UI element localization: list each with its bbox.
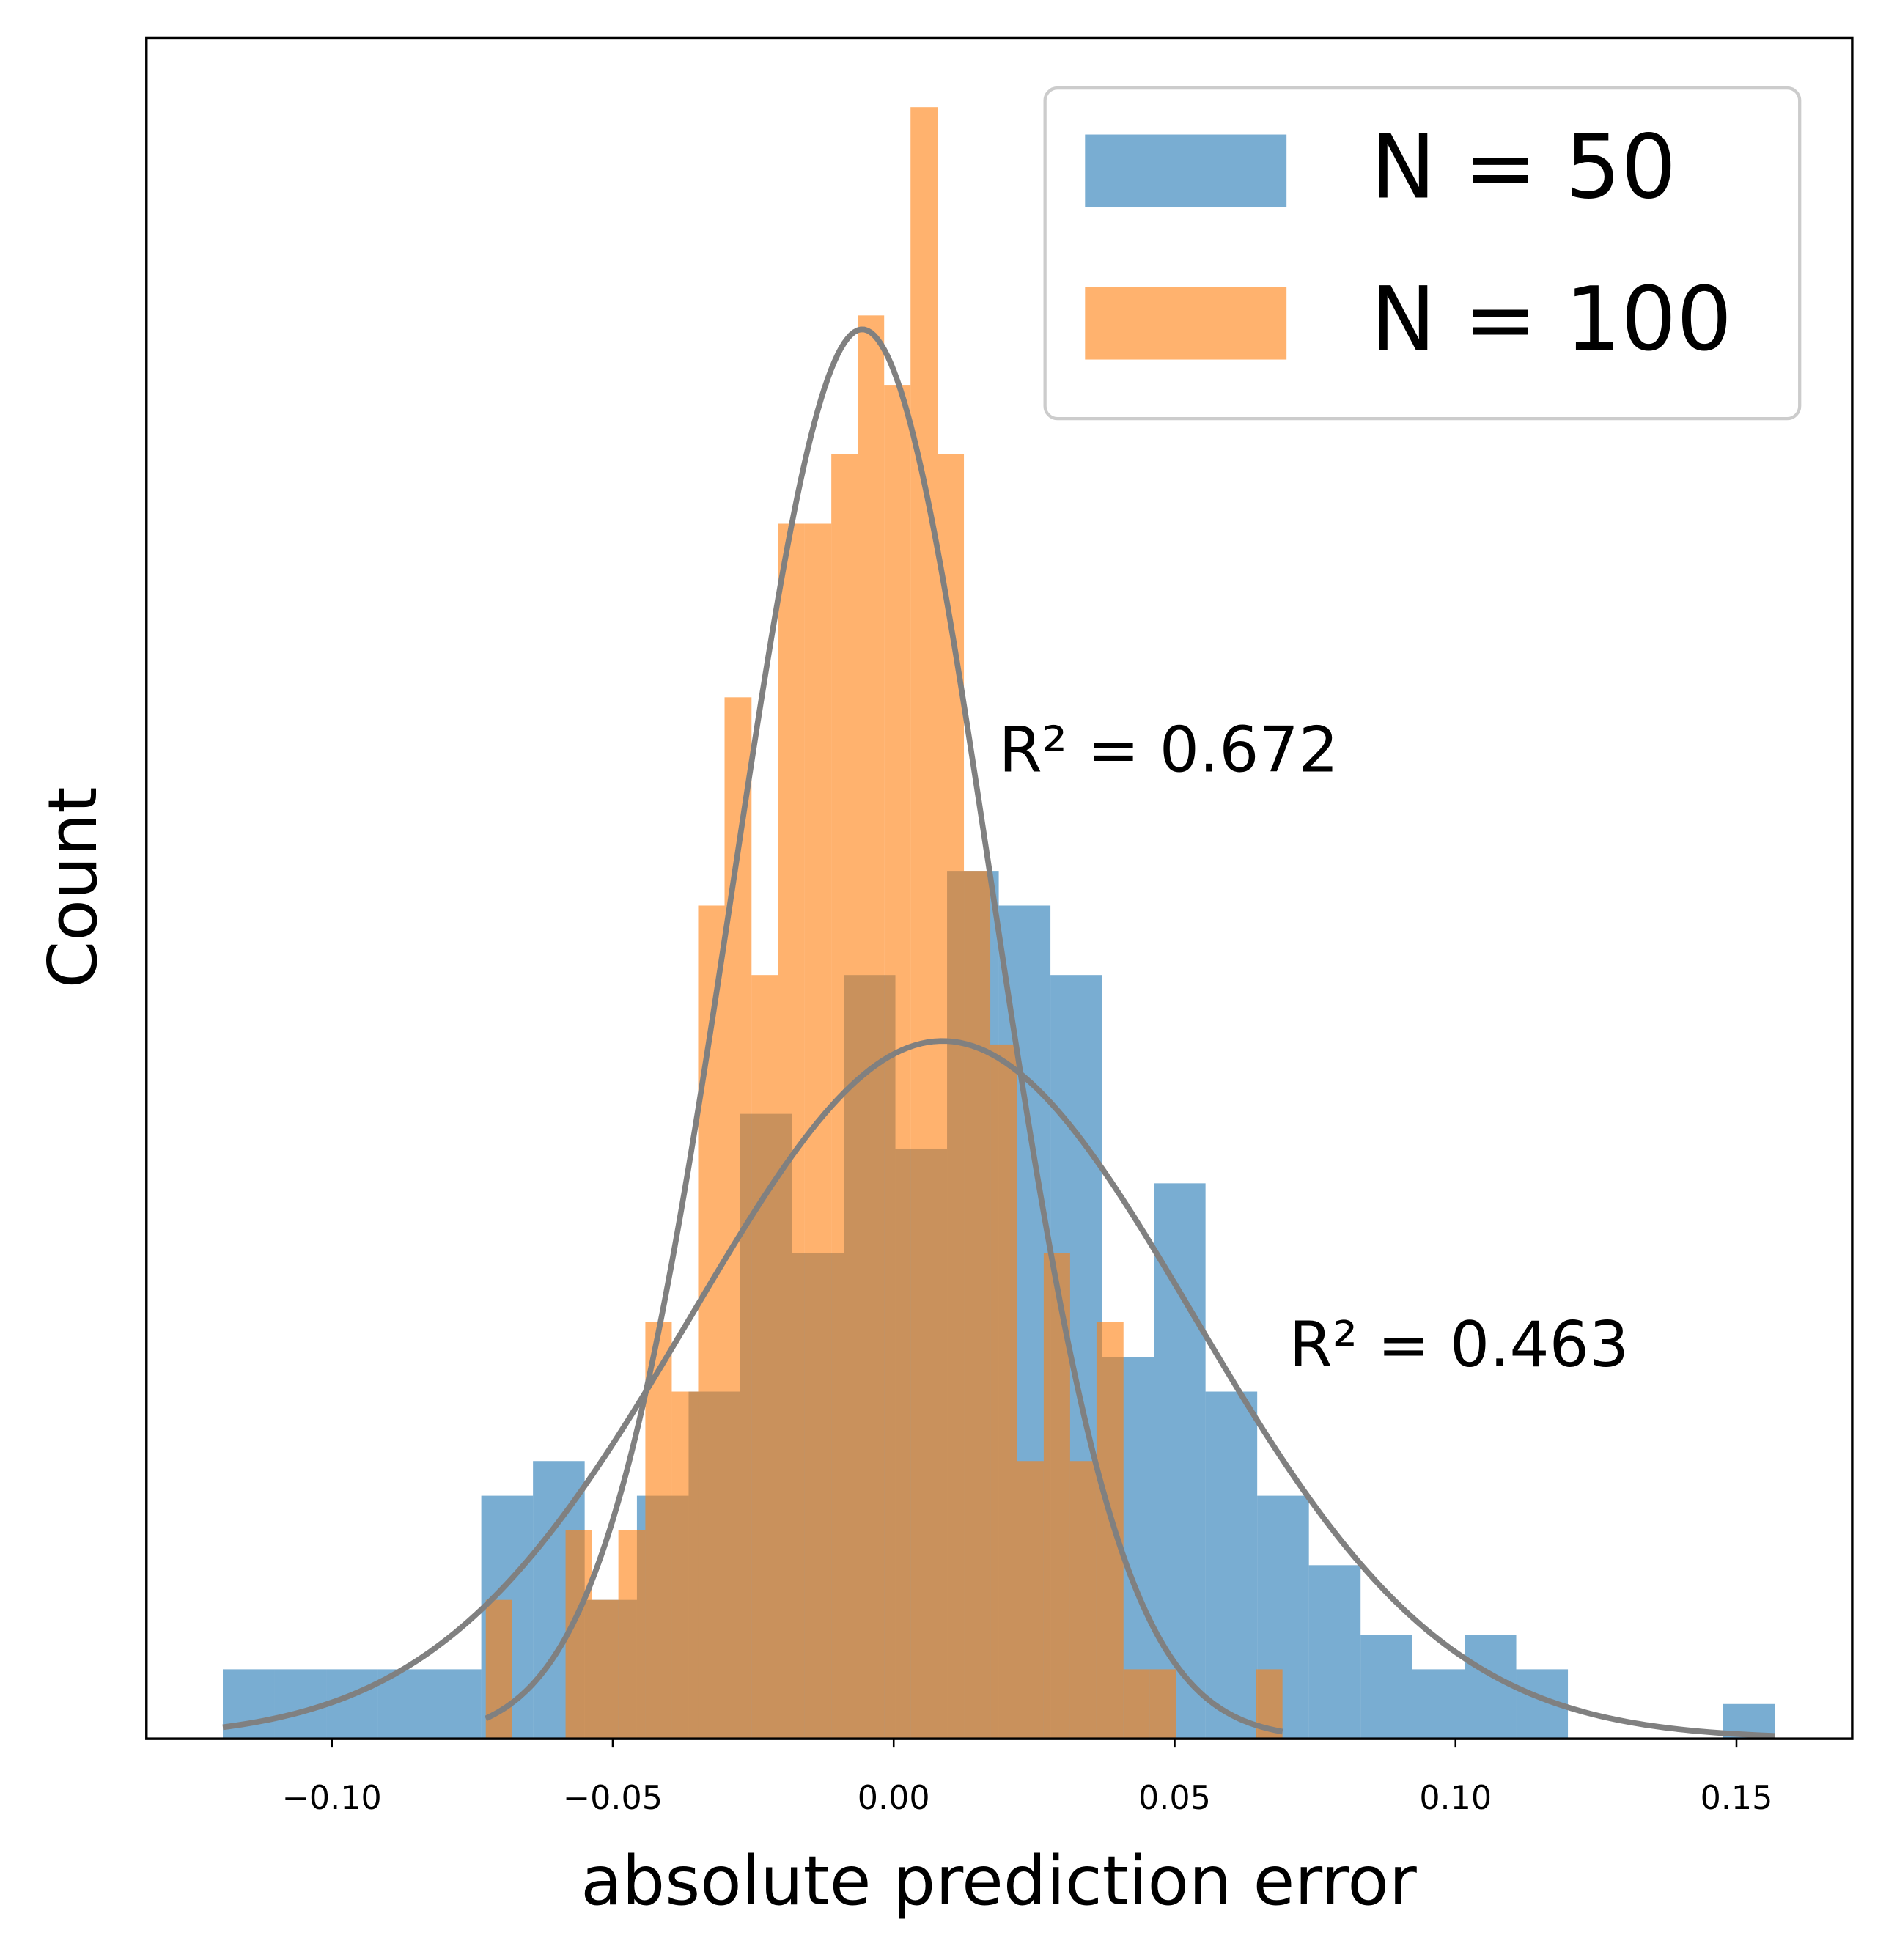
histogram-bar (1069, 1461, 1097, 1739)
histogram-bar (1123, 1669, 1150, 1739)
histogram-bar (618, 1530, 646, 1739)
legend-swatch (1085, 134, 1287, 208)
histogram-bar (1360, 1635, 1412, 1739)
legend-label: N = 50 (1371, 117, 1677, 218)
annotation: R² = 0.672 (998, 714, 1338, 786)
histogram-bar (1205, 1391, 1258, 1739)
histogram-bar (645, 1322, 672, 1739)
histogram-bar (1308, 1565, 1361, 1739)
x-axis-label: absolute prediction error (581, 1841, 1417, 1920)
x-tick-label: 0.10 (1419, 1780, 1492, 1817)
x-tick-label: 0.15 (1701, 1780, 1773, 1817)
y-axis-label: Count (33, 786, 112, 988)
fit-curve (222, 1038, 1775, 1739)
histogram-bar (990, 1044, 1017, 1739)
legend-label: N = 100 (1371, 269, 1733, 371)
histogram-bar (1149, 1669, 1176, 1739)
histogram-bar (751, 975, 778, 1739)
histogram-bar (884, 385, 911, 1739)
plot-frame (145, 36, 1854, 1740)
histogram-bar (964, 871, 991, 1739)
histogram-bar (671, 1391, 699, 1739)
histogram-bar (938, 454, 965, 1739)
x-tick-label: 0.05 (1138, 1780, 1211, 1817)
legend-swatch (1085, 287, 1287, 360)
histogram-bar (778, 523, 805, 1739)
fits (222, 326, 1775, 1739)
histogram-bar (724, 697, 752, 1739)
histogram-bar (430, 1669, 482, 1739)
histogram-bar (910, 107, 938, 1739)
annotation: R² = 0.463 (1289, 1309, 1629, 1382)
histogram-bar (1017, 1461, 1044, 1739)
fit-curve (485, 326, 1283, 1735)
histogram-bar (592, 1599, 619, 1739)
histogram-bar (1096, 1322, 1124, 1739)
histogram-bar (1412, 1669, 1465, 1739)
bars (223, 107, 1775, 1739)
x-tick-label: −0.05 (563, 1780, 663, 1817)
x-tick-label: −0.10 (282, 1780, 382, 1817)
x-tick-label: 0.00 (858, 1780, 930, 1817)
histogram-bar (858, 315, 885, 1739)
histogram-bar (831, 454, 858, 1739)
histogram-bar (274, 1669, 327, 1739)
histogram-bar (698, 905, 725, 1739)
histogram-bar (1465, 1635, 1517, 1739)
